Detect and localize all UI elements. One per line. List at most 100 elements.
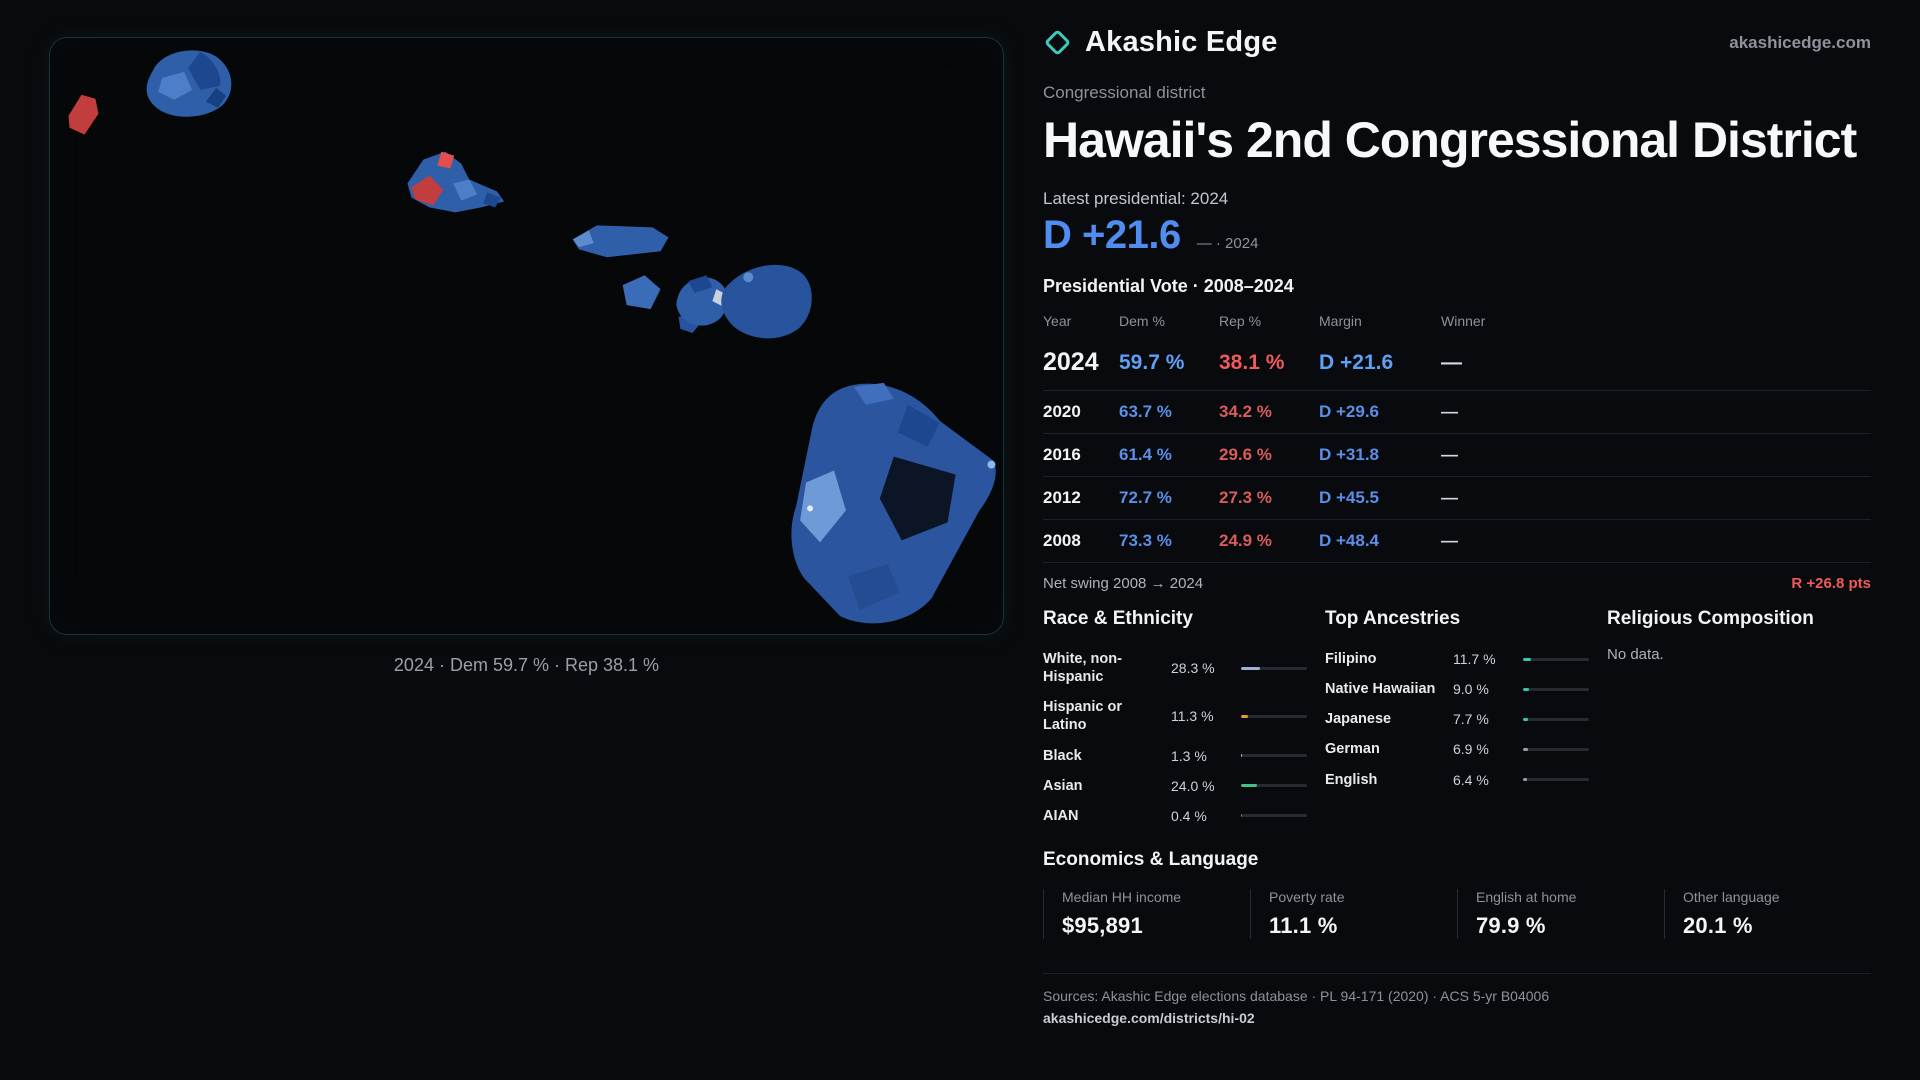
ancestry-row: German 6.9 % (1325, 734, 1589, 764)
vote-dem: 72.7 % (1119, 488, 1172, 507)
info-column: Akashic Edge akashicedge.com Congression… (1004, 0, 1920, 1080)
brand-name: Akashic Edge (1085, 26, 1278, 58)
col-rep: Rep % (1219, 313, 1262, 329)
ancestry-row: English 6.4 % (1325, 765, 1589, 795)
island-kauai[interactable] (146, 50, 232, 117)
vote-rep: 29.6 % (1219, 445, 1272, 464)
latest-margin-note: — · 2024 (1196, 235, 1259, 252)
race-row: White, non-Hispanic 28.3 % (1043, 644, 1307, 692)
page-title: Hawaii's 2nd Congressional District (1043, 112, 1857, 168)
island-oahu[interactable] (407, 151, 505, 213)
stat-value: 11.1 % (1269, 912, 1338, 938)
vote-margin: D +48.4 (1319, 531, 1380, 550)
race-label: Black (1043, 747, 1082, 764)
ancestry-row: Japanese 7.7 % (1325, 704, 1589, 734)
vote-rep: 34.2 % (1219, 402, 1272, 421)
stat-poverty-rate: Poverty rate 11.1 % (1250, 888, 1457, 939)
map-caption: 2024 · Dem 59.7 % · Rep 38.1 % (393, 655, 660, 675)
vote-dem: 73.3 % (1119, 531, 1172, 550)
race-row: Hispanic or Latino 11.3 % (1043, 692, 1307, 740)
stat-value: 79.9 % (1476, 912, 1546, 938)
ancestry-label: Japanese (1325, 711, 1392, 728)
island-lanai[interactable] (622, 275, 661, 310)
vote-year: 2008 (1043, 531, 1081, 550)
ancestry-label: Native Hawaiian (1325, 681, 1436, 698)
island-molokai[interactable] (572, 225, 669, 258)
vote-winner: — (1441, 488, 1458, 507)
ancestry-bar (1523, 687, 1589, 691)
ancestry-bar (1523, 778, 1589, 782)
net-swing-row: Net swing 2008 → 2024 R +26.8 pts (1043, 575, 1871, 592)
vote-year: 2016 (1043, 445, 1081, 464)
col-winner: Winner (1441, 313, 1486, 329)
stat-value: 20.1 % (1683, 912, 1753, 938)
vote-margin: D +29.6 (1319, 402, 1380, 421)
top-ancestries-panel: Top Ancestries Filipino 11.7 % Native Ha… (1325, 608, 1589, 831)
demographics-section: Race & Ethnicity White, non-Hispanic 28.… (1043, 608, 1871, 831)
race-bar (1241, 814, 1307, 818)
ancestry-row: Native Hawaiian 9.0 % (1325, 674, 1589, 704)
vote-winner: — (1441, 531, 1458, 550)
vote-row-2008: 2008 73.3 % 24.9 % D +48.4 — (1043, 520, 1871, 563)
stat-median-income: Median HH income $95,891 (1043, 888, 1250, 939)
vote-year: 2012 (1043, 488, 1081, 507)
race-value: 1.3 % (1171, 747, 1207, 764)
brand-diamond-icon (1044, 29, 1071, 56)
hawaii-precinct-map[interactable] (50, 38, 1003, 634)
top-ancestries-title: Top Ancestries (1325, 608, 1461, 629)
vote-row-2012: 2012 72.7 % 27.3 % D +45.5 — (1043, 477, 1871, 520)
vote-winner: — (1441, 445, 1458, 464)
race-value: 11.3 % (1171, 708, 1214, 725)
vote-row-2020: 2020 63.7 % 34.2 % D +29.6 — (1043, 391, 1871, 434)
vote-year: 2024 (1043, 348, 1099, 376)
economics-stats: Median HH income $95,891 Poverty rate 11… (1043, 888, 1871, 939)
ancestry-label: Filipino (1325, 651, 1377, 667)
stat-other-language: Other language 20.1 % (1664, 888, 1871, 939)
race-label: AIAN (1043, 807, 1079, 824)
island-hawaii[interactable] (791, 382, 996, 624)
kicker-label: Congressional district (1043, 83, 1206, 102)
district-map-panel[interactable] (49, 37, 1004, 635)
race-bar (1241, 666, 1307, 670)
ancestry-bar (1523, 747, 1589, 751)
vote-winner: — (1441, 402, 1458, 421)
race-value: 24.0 % (1171, 777, 1215, 794)
stat-label: Poverty rate (1269, 888, 1345, 905)
footer: Sources: Akashic Edge elections database… (1043, 972, 1871, 1026)
race-bar (1241, 784, 1307, 788)
ancestry-value: 7.7 % (1453, 711, 1489, 728)
race-row: Asian 24.0 % (1043, 771, 1307, 801)
vote-margin: D +45.5 (1319, 488, 1380, 507)
map-column: 2024 · Dem 59.7 % · Rep 38.1 % (49, 37, 1004, 675)
col-year: Year (1043, 313, 1072, 329)
vote-dem: 61.4 % (1119, 445, 1172, 464)
district-permalink[interactable]: akashicedge.com/districts/hi-02 (1043, 1009, 1255, 1026)
net-swing-label: Net swing 2008 → 2024 (1043, 575, 1204, 592)
race-row: Black 1.3 % (1043, 741, 1307, 771)
vote-rep: 24.9 % (1219, 531, 1272, 550)
col-dem: Dem % (1119, 313, 1165, 329)
ancestry-value: 9.0 % (1453, 681, 1489, 698)
stat-english-at-home: English at home 79.9 % (1457, 888, 1664, 939)
vote-table-title: Presidential Vote · 2008–2024 (1043, 276, 1294, 296)
vote-year: 2020 (1043, 402, 1081, 421)
sources-text: Sources: Akashic Edge elections database… (1043, 987, 1550, 1004)
religious-composition-title: Religious Composition (1607, 608, 1814, 629)
race-bar (1241, 714, 1307, 718)
race-label: Hispanic or Latino (1043, 699, 1122, 734)
col-margin: Margin (1319, 313, 1362, 329)
vote-table-header: Year Dem % Rep % Margin Winner (1043, 313, 1871, 335)
race-value: 28.3 % (1171, 660, 1215, 677)
religious-composition-panel: Religious Composition No data. (1607, 608, 1871, 831)
race-value: 0.4 % (1171, 807, 1207, 824)
ancestry-value: 6.4 % (1453, 771, 1489, 788)
ancestry-bar (1523, 657, 1589, 661)
brand-domain-link[interactable]: akashicedge.com (1729, 32, 1871, 52)
island-maui[interactable] (676, 264, 812, 339)
ancestry-label: English (1325, 771, 1378, 788)
stat-label: Other language (1683, 888, 1780, 905)
island-niihau[interactable] (68, 94, 99, 135)
race-row: AIAN 0.4 % (1043, 801, 1307, 831)
race-label: White, non-Hispanic (1043, 651, 1122, 686)
